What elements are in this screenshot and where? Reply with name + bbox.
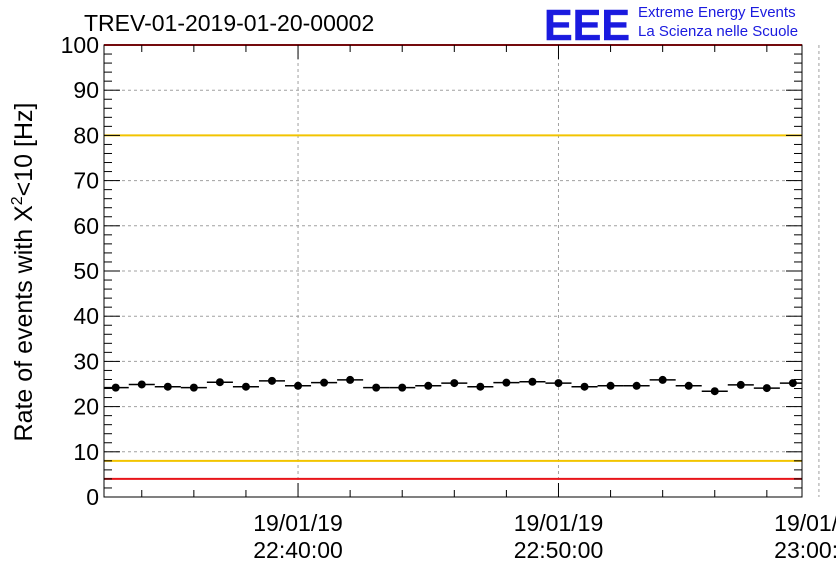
y-axis-label-prefix: Rate of events with — [10, 222, 38, 442]
data-point-14 — [476, 382, 485, 391]
logo-mark: EEE — [544, 2, 630, 44]
x-tick-label-date-0: 19/01/19 — [253, 510, 343, 536]
y-tick-label-80: 80 — [73, 122, 99, 148]
data-point-20 — [632, 381, 641, 390]
grid-layer — [104, 45, 820, 497]
data-point-5 — [241, 382, 250, 391]
y-tick-label-40: 40 — [73, 303, 99, 329]
logo-text: Extreme Energy Events La Scienza nelle S… — [638, 3, 798, 41]
data-point-2 — [163, 382, 172, 391]
data-point-9 — [346, 375, 355, 384]
reference-lines — [104, 44, 802, 480]
x-tick-label-date-1: 19/01/19 — [514, 510, 604, 536]
x-tick-label-time-2: 23:00:00 — [774, 537, 836, 563]
logo-line-1: Extreme Energy Events — [638, 4, 796, 21]
y-tick-label-20: 20 — [73, 394, 99, 420]
data-point-4 — [215, 378, 224, 387]
ticks — [104, 44, 802, 498]
data-points — [104, 375, 802, 396]
y-axis-label-suffix: <10 [Hz] — [10, 103, 38, 197]
data-point-8 — [320, 378, 329, 387]
data-point-26 — [788, 379, 797, 388]
eee-logo-icon: EEE — [544, 2, 631, 44]
y-tick-label-10: 10 — [73, 439, 99, 465]
data-point-21 — [658, 375, 667, 384]
y-tick-label-90: 90 — [73, 77, 99, 103]
data-point-22 — [684, 381, 693, 390]
y-axis-label-sup: 2 — [9, 196, 26, 205]
data-point-25 — [762, 384, 771, 393]
data-point-19 — [606, 381, 615, 390]
x-tick-label-date-2: 19/01/19 — [774, 510, 836, 536]
data-point-16 — [528, 377, 537, 386]
logo-line-2: La Scienza nelle Scuole — [638, 23, 799, 40]
y-axis-label: Rate of events with X2<10 [Hz] — [9, 103, 38, 442]
y-tick-label-60: 60 — [73, 213, 99, 239]
data-point-24 — [736, 380, 745, 389]
data-point-6 — [267, 376, 276, 385]
data-point-1 — [137, 380, 146, 389]
data-point-12 — [424, 381, 433, 390]
chart-title: TREV-01-2019-01-20-00002 — [84, 10, 375, 36]
data-point-17 — [554, 379, 563, 388]
data-point-15 — [502, 378, 511, 387]
x-tick-label-time-1: 22:50:00 — [514, 537, 604, 563]
tick-labels: 010203040506070809010019/01/1922:40:0019… — [61, 32, 836, 563]
data-point-11 — [398, 383, 407, 392]
y-tick-label-30: 30 — [73, 348, 99, 374]
y-tick-label-0: 0 — [86, 484, 99, 510]
y-axis-label-symbol: X — [10, 205, 38, 222]
y-tick-label-50: 50 — [73, 258, 99, 284]
data-point-23 — [710, 387, 719, 396]
x-tick-label-time-0: 22:40:00 — [253, 537, 343, 563]
data-point-3 — [189, 383, 198, 392]
data-point-0 — [111, 383, 120, 392]
data-point-18 — [580, 382, 589, 391]
data-point-13 — [450, 379, 459, 388]
data-point-10 — [372, 383, 381, 392]
data-point-7 — [294, 381, 303, 390]
y-tick-label-100: 100 — [61, 32, 99, 58]
y-tick-label-70: 70 — [73, 168, 99, 194]
